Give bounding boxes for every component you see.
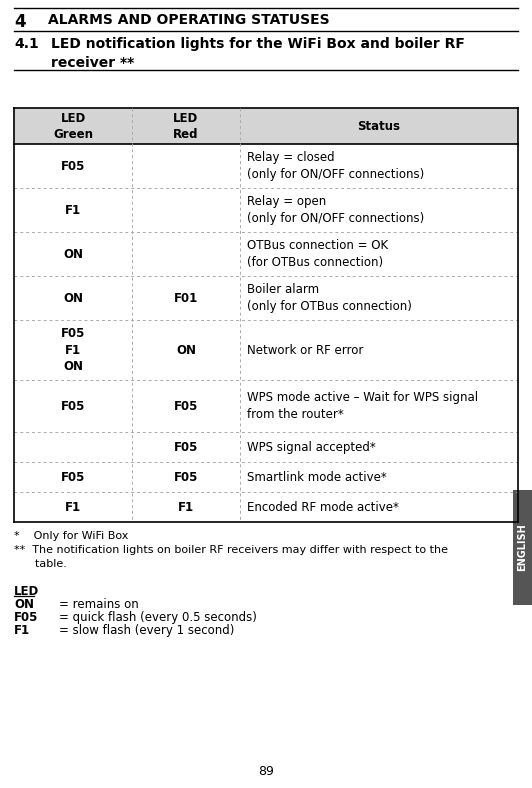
Text: F05: F05 (174, 470, 198, 484)
Bar (513, 490, 532, 605)
Text: LED
Green: LED Green (53, 111, 93, 140)
Text: 4: 4 (14, 13, 26, 31)
Text: F1: F1 (14, 624, 30, 637)
Bar (14, 108, 518, 144)
Text: ENGLISH: ENGLISH (518, 523, 528, 571)
Text: Boiler alarm
(only for OTBus connection): Boiler alarm (only for OTBus connection) (247, 283, 412, 313)
Text: = remains on: = remains on (59, 598, 139, 611)
Text: WPS mode active – Wait for WPS signal
from the router*: WPS mode active – Wait for WPS signal fr… (247, 392, 478, 421)
Text: Encoded RF mode active*: Encoded RF mode active* (247, 500, 399, 514)
Text: Network or RF error: Network or RF error (247, 344, 363, 356)
Text: ALARMS AND OPERATING STATUSES: ALARMS AND OPERATING STATUSES (48, 13, 330, 27)
Text: F05
F1
ON: F05 F1 ON (61, 327, 85, 373)
Text: LED notification lights for the WiFi Box and boiler RF
receiver **: LED notification lights for the WiFi Box… (51, 37, 465, 70)
Text: LED
Red: LED Red (173, 111, 199, 140)
Text: OTBus connection = OK
(for OTBus connection): OTBus connection = OK (for OTBus connect… (247, 240, 388, 269)
Text: F1: F1 (65, 500, 81, 514)
Text: = slow flash (every 1 second): = slow flash (every 1 second) (59, 624, 235, 637)
Text: F1: F1 (178, 500, 194, 514)
Text: F05: F05 (14, 611, 38, 624)
Text: Relay = closed
(only for ON/OFF connections): Relay = closed (only for ON/OFF connecti… (247, 151, 424, 180)
Text: Status: Status (358, 120, 401, 132)
Text: Smartlink mode active*: Smartlink mode active* (247, 470, 387, 484)
Text: LED: LED (14, 585, 39, 598)
Text: ON: ON (176, 344, 196, 356)
Text: = quick flash (every 0.5 seconds): = quick flash (every 0.5 seconds) (59, 611, 257, 624)
Text: **  The notification lights on boiler RF receivers may differ with respect to th: ** The notification lights on boiler RF … (14, 545, 448, 569)
Text: F05: F05 (61, 470, 85, 484)
Text: ON: ON (63, 247, 83, 261)
Text: 4.1: 4.1 (14, 37, 39, 51)
Text: F05: F05 (61, 400, 85, 412)
Text: ON: ON (14, 598, 34, 611)
Text: F05: F05 (174, 400, 198, 412)
Text: F1: F1 (65, 203, 81, 217)
Text: Relay = open
(only for ON/OFF connections): Relay = open (only for ON/OFF connection… (247, 195, 424, 225)
Text: 89: 89 (258, 765, 274, 778)
Text: ON: ON (63, 292, 83, 304)
Text: F05: F05 (174, 440, 198, 454)
Text: *    Only for WiFi Box: * Only for WiFi Box (14, 531, 128, 541)
Text: WPS signal accepted*: WPS signal accepted* (247, 440, 376, 454)
Text: F01: F01 (174, 292, 198, 304)
Text: F05: F05 (61, 159, 85, 173)
